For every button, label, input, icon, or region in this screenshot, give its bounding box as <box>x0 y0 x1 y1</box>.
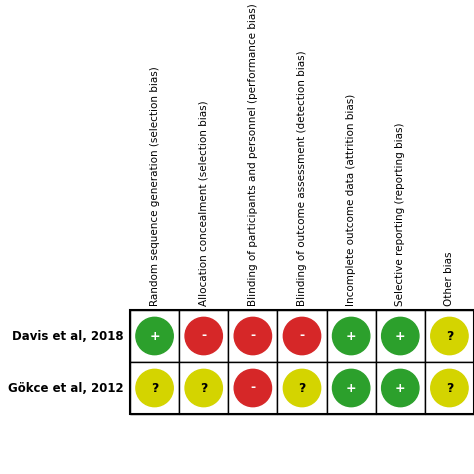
Text: Blinding of participants and personnel (performance bias): Blinding of participants and personnel (… <box>248 3 258 306</box>
Circle shape <box>234 369 272 407</box>
Circle shape <box>283 369 321 407</box>
Text: ?: ? <box>151 382 158 394</box>
Bar <box>130 310 474 414</box>
Text: Random sequence generation (selection bias): Random sequence generation (selection bi… <box>150 66 160 306</box>
Text: Blinding of outcome assessment (detection bias): Blinding of outcome assessment (detectio… <box>297 50 307 306</box>
Bar <box>130 310 179 362</box>
Circle shape <box>431 317 468 355</box>
Text: -: - <box>250 329 255 343</box>
Bar <box>130 362 179 414</box>
Circle shape <box>185 317 222 355</box>
Bar <box>376 362 425 414</box>
Circle shape <box>382 317 419 355</box>
Bar <box>425 362 474 414</box>
Circle shape <box>136 317 173 355</box>
Bar <box>327 362 376 414</box>
Text: Other bias: Other bias <box>445 252 455 306</box>
Text: Incomplete outcome data (attrition bias): Incomplete outcome data (attrition bias) <box>346 94 356 306</box>
Circle shape <box>234 317 272 355</box>
Text: +: + <box>149 329 160 343</box>
Bar <box>425 310 474 362</box>
Text: ?: ? <box>200 382 208 394</box>
Text: ?: ? <box>446 329 453 343</box>
Text: +: + <box>395 382 406 394</box>
Text: ?: ? <box>446 382 453 394</box>
Bar <box>228 362 277 414</box>
Bar <box>327 310 376 362</box>
Circle shape <box>431 369 468 407</box>
Bar <box>277 362 327 414</box>
Bar <box>228 310 277 362</box>
Text: -: - <box>250 382 255 394</box>
Circle shape <box>382 369 419 407</box>
Text: Davis et al, 2018: Davis et al, 2018 <box>12 329 124 343</box>
Circle shape <box>283 317 321 355</box>
Text: +: + <box>346 382 356 394</box>
Bar <box>179 310 228 362</box>
Text: +: + <box>395 329 406 343</box>
Bar <box>179 362 228 414</box>
Bar <box>376 310 425 362</box>
Text: -: - <box>201 329 206 343</box>
Text: +: + <box>346 329 356 343</box>
Text: ?: ? <box>298 382 306 394</box>
Bar <box>277 310 327 362</box>
Circle shape <box>332 317 370 355</box>
Text: Gökce et al, 2012: Gökce et al, 2012 <box>9 382 124 394</box>
Circle shape <box>185 369 222 407</box>
Text: Selective reporting (reporting bias): Selective reporting (reporting bias) <box>395 122 405 306</box>
Circle shape <box>332 369 370 407</box>
Text: Allocation concealment (selection bias): Allocation concealment (selection bias) <box>199 100 209 306</box>
Circle shape <box>136 369 173 407</box>
Text: -: - <box>300 329 305 343</box>
